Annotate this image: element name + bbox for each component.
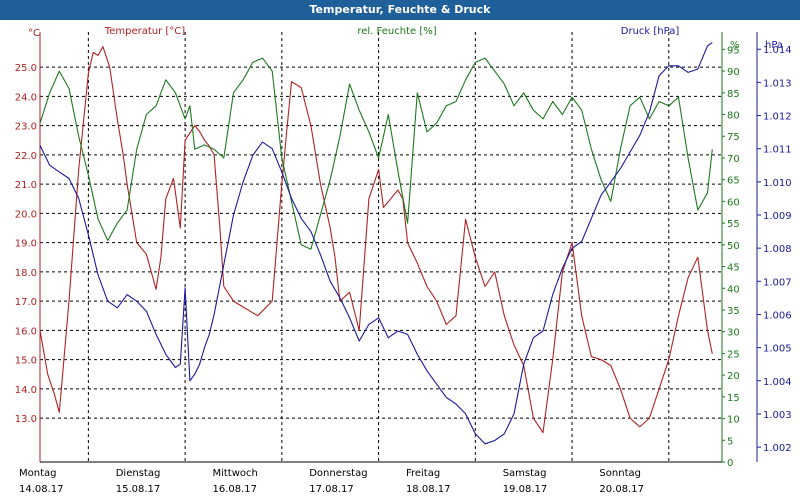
chart-background [0, 20, 800, 500]
day-date-label: 14.08.17 [19, 484, 64, 495]
humidity-tick-label: 25 [727, 349, 740, 360]
day-date-label: 17.08.17 [309, 484, 354, 495]
day-labels: Montag 14.08.17 Dienstag 15.08.17 Mittwoch 16… [19, 468, 644, 495]
temperature-tick-label: 13.0 [15, 414, 37, 425]
humidity-tick-label: 40 [727, 284, 740, 295]
pressure-tick-label: 1.012 [763, 112, 792, 123]
humidity-tick-label: 15 [727, 393, 740, 404]
temperature-tick-label: 22.0 [15, 151, 37, 162]
humidity-tick-label: 0 [727, 458, 733, 469]
temperature-tick-label: 19.0 [15, 239, 37, 250]
temperature-axis-title: Temperatur [°C] [104, 26, 185, 37]
temperature-tick-label: 17.0 [15, 297, 37, 308]
temperature-tick-label: 14.0 [15, 385, 37, 396]
humidity-tick-label: 85 [727, 89, 740, 100]
temperature-tick-label: 15.0 [15, 356, 37, 367]
humidity-tick-labels: 0 5 10 15 20 25 30 35 40 45 50 55 60 65 70 75 80 85 90 95 [722, 45, 740, 469]
pressure-tick-label: 1.006 [763, 310, 792, 321]
temperature-tick-label: 20.0 [15, 209, 37, 220]
weather-chart: 13.0 14.0 15.0 16.0 17.0 18.0 19.0 20.0 21.0 22.0… [0, 20, 800, 500]
series-lines [39, 42, 713, 445]
day-name-label: Donnerstag [309, 468, 367, 479]
day-name-label: Samstag [503, 468, 547, 479]
humidity-tick-label: 75 [727, 132, 740, 143]
humidity-tick-label: 90 [727, 67, 740, 78]
humidity-tick-label: 5 [727, 436, 733, 447]
humidity-unit-label: % [730, 40, 740, 51]
pressure-tick-label: 1.007 [763, 277, 792, 288]
pressure-series-line [39, 42, 713, 445]
temperature-tick-labels: 13.0 14.0 15.0 16.0 17.0 18.0 19.0 20.0 21.0 22.0… [15, 63, 37, 425]
temperature-tick-label: 23.0 [15, 122, 37, 133]
humidity-tick-label: 95 [727, 45, 740, 56]
day-name-label: Montag [19, 468, 56, 479]
day-name-label: Freitag [406, 468, 440, 479]
temperature-tick-label: 21.0 [15, 180, 37, 191]
pressure-tick-label: 1.009 [763, 211, 792, 222]
pressure-tick-label: 1.004 [763, 377, 792, 388]
pressure-tick-label: 1.008 [763, 244, 792, 255]
day-date-label: 19.08.17 [503, 484, 548, 495]
temperature-tick-label: 16.0 [15, 326, 37, 337]
temperature-tick-label: 25.0 [15, 63, 37, 74]
humidity-series-line [39, 57, 713, 250]
pressure-tick-label: 1.003 [763, 410, 792, 421]
window-title: Temperatur, Feuchte & Druck [0, 0, 800, 20]
pressure-unit-label: hPa [765, 40, 783, 51]
temperature-series-line [39, 46, 713, 434]
humidity-tick-label: 30 [727, 328, 740, 339]
humidity-tick-label: 45 [727, 263, 740, 274]
humidity-axis-title: rel. Feuchte [%] [357, 26, 436, 37]
pressure-tick-label: 1.011 [763, 145, 792, 156]
pressure-tick-label: 1.002 [763, 443, 792, 454]
day-name-label: Mittwoch [212, 468, 257, 479]
pressure-tick-label: 1.005 [763, 344, 792, 355]
temperature-tick-label: 18.0 [15, 268, 37, 279]
humidity-tick-label: 65 [727, 176, 740, 187]
pressure-tick-label: 1.014 [763, 45, 792, 56]
day-name-label: Sonntag [599, 468, 641, 479]
temperature-unit-label: °C [28, 28, 40, 39]
day-name-label: Dienstag [116, 468, 161, 479]
day-date-label: 18.08.17 [406, 484, 451, 495]
pressure-tick-label: 1.013 [763, 78, 792, 89]
day-date-label: 20.08.17 [599, 484, 644, 495]
temperature-tick-label: 24.0 [15, 92, 37, 103]
humidity-tick-label: 60 [727, 197, 740, 208]
day-date-label: 15.08.17 [116, 484, 161, 495]
pressure-tick-labels: 1.002 1.003 1.004 1.005 1.006 1.007 1.008 1.009… [757, 45, 792, 454]
humidity-tick-label: 10 [727, 415, 740, 426]
humidity-tick-label: 55 [727, 219, 740, 230]
day-date-label: 16.08.17 [212, 484, 257, 495]
humidity-tick-label: 20 [727, 371, 740, 382]
humidity-tick-label: 50 [727, 241, 740, 252]
pressure-tick-label: 1.010 [763, 178, 792, 189]
humidity-tick-label: 35 [727, 306, 740, 317]
humidity-tick-label: 80 [727, 111, 740, 122]
pressure-axis-title: Druck [hPa] [621, 26, 680, 37]
humidity-tick-label: 70 [727, 154, 740, 165]
